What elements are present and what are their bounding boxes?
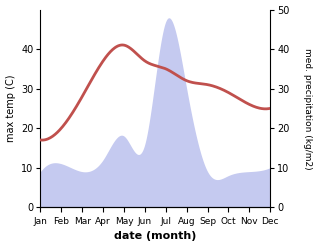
X-axis label: date (month): date (month): [114, 231, 197, 242]
Y-axis label: max temp (C): max temp (C): [5, 75, 16, 142]
Y-axis label: med. precipitation (kg/m2): med. precipitation (kg/m2): [303, 48, 313, 169]
